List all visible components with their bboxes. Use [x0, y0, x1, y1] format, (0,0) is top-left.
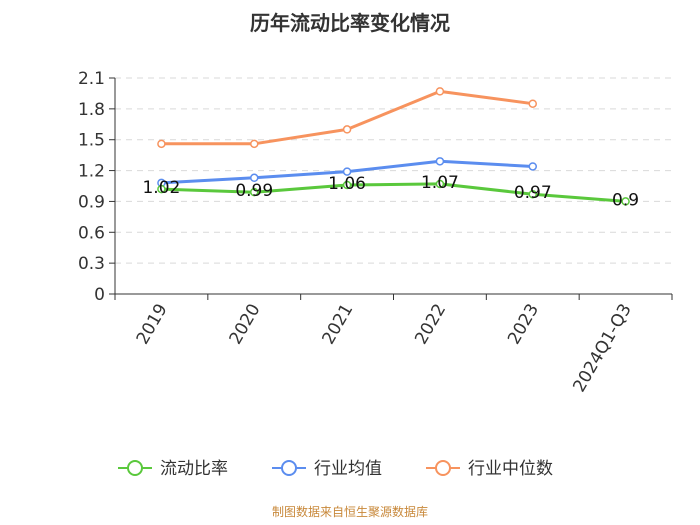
- grid-lines: [115, 77, 672, 264]
- point-行业均值-2020[interactable]: [250, 173, 259, 183]
- point-行业中位数-2021[interactable]: [342, 125, 352, 134]
- y-tick-label-1: 0.3: [78, 254, 105, 274]
- legend[interactable]: 流动比率 行业均值 行业中位数: [118, 459, 553, 479]
- point-流动比率-2024Q1-Q3[interactable]: [621, 197, 630, 206]
- legend-label-行业中位数: 行业中位数: [468, 459, 553, 479]
- data-label-2022: 1.07: [421, 173, 459, 193]
- legend-marker-行业均值: [281, 460, 297, 476]
- legend-item-行业均值[interactable]: 行业均值: [272, 459, 382, 479]
- point-流动比率-2023[interactable]: [528, 189, 537, 199]
- x-tick-label-2023: 2023: [504, 301, 543, 348]
- legend-marker-流动比率: [127, 460, 143, 476]
- y-tick-label-0: 0: [94, 285, 105, 305]
- x-tick-label-2024Q1-Q3: 2024Q1-Q3: [569, 301, 636, 396]
- data-label-2023: 0.97: [514, 183, 552, 203]
- y-tick-label-3: 0.9: [78, 192, 105, 212]
- point-行业中位数-2023[interactable]: [528, 99, 537, 108]
- x-tick-label-2019: 2019: [133, 301, 172, 348]
- chart-title: 历年流动比率变化情况: [250, 11, 450, 35]
- legend-marker-行业中位数: [435, 460, 451, 476]
- legend-item-流动比率[interactable]: 流动比率: [118, 459, 228, 479]
- data-labels: 1.02 0.99 1.06 1.07 0.97 0.9: [142, 173, 639, 210]
- legend-item-行业中位数[interactable]: 行业中位数: [426, 459, 553, 479]
- legend-label-行业均值: 行业均值: [314, 459, 382, 479]
- x-tick-label-2021: 2021: [318, 301, 357, 348]
- point-行业中位数-2020[interactable]: [250, 139, 259, 149]
- y-tick-label-2: 0.6: [78, 223, 105, 243]
- point-流动比率-2022[interactable]: [435, 179, 445, 189]
- point-行业均值-2022[interactable]: [435, 157, 445, 166]
- point-行业均值-2023[interactable]: [528, 162, 537, 171]
- data-label-2020: 0.99: [235, 181, 273, 201]
- y-tick-label-7: 2.1: [78, 69, 105, 89]
- point-行业中位数-2022[interactable]: [435, 87, 445, 96]
- point-流动比率-2019[interactable]: [157, 184, 166, 194]
- point-流动比率-2020[interactable]: [250, 187, 259, 197]
- series-line-流动比率[interactable]: [161, 182, 626, 203]
- x-tick-label-2022: 2022: [411, 301, 450, 348]
- x-tick-label-2020: 2020: [226, 301, 265, 348]
- legend-label-流动比率: 流动比率: [160, 459, 228, 479]
- y-tick-label-5: 1.5: [78, 131, 105, 151]
- y-tick-label-4: 1.2: [78, 162, 105, 182]
- point-行业均值-2021[interactable]: [342, 167, 352, 176]
- data-label-2021: 1.06: [328, 174, 366, 194]
- series-lines: [157, 87, 630, 206]
- point-流动比率-2021[interactable]: [342, 180, 352, 190]
- point-行业中位数-2019[interactable]: [157, 139, 166, 149]
- data-label-2024Q1-Q3: 0.9: [612, 190, 639, 210]
- source-note: 制图数据来自恒生聚源数据库: [272, 504, 428, 519]
- data-label-2019: 1.02: [142, 178, 180, 198]
- series-line-行业中位数[interactable]: [161, 89, 533, 146]
- y-tick-label-6: 1.8: [78, 100, 105, 120]
